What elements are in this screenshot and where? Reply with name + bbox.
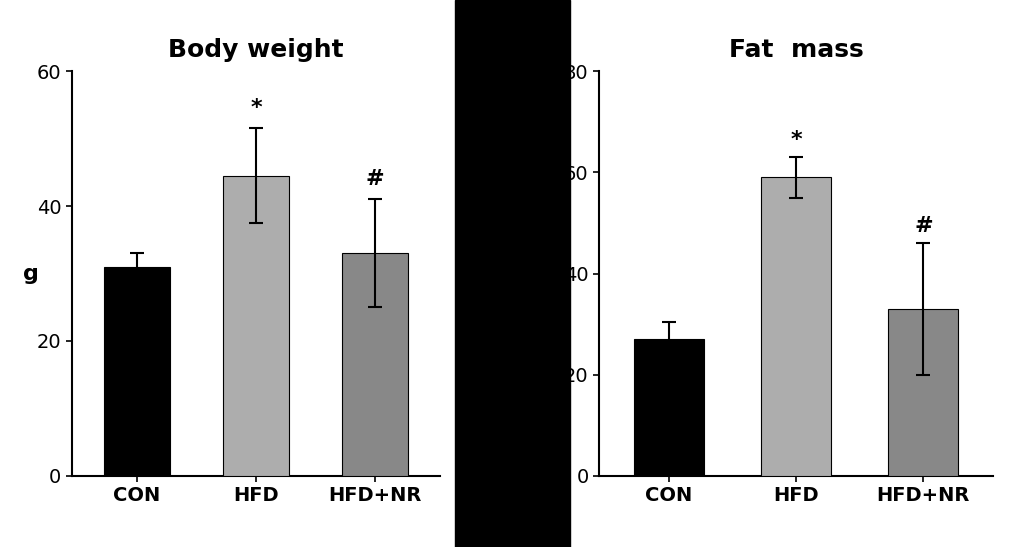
Title: Fat  mass: Fat mass [729, 38, 863, 62]
Bar [223, 176, 289, 476]
Bar [342, 253, 408, 476]
Y-axis label: g: g [24, 264, 39, 283]
Text: #: # [914, 216, 933, 236]
Text: *: * [250, 98, 262, 118]
Text: *: * [791, 130, 802, 149]
Y-axis label: %: % [547, 264, 569, 283]
Bar [104, 267, 170, 476]
Bar [889, 309, 958, 476]
Text: #: # [366, 169, 384, 189]
Bar [634, 339, 703, 476]
Title: Body weight: Body weight [168, 38, 344, 62]
Bar [761, 177, 831, 476]
